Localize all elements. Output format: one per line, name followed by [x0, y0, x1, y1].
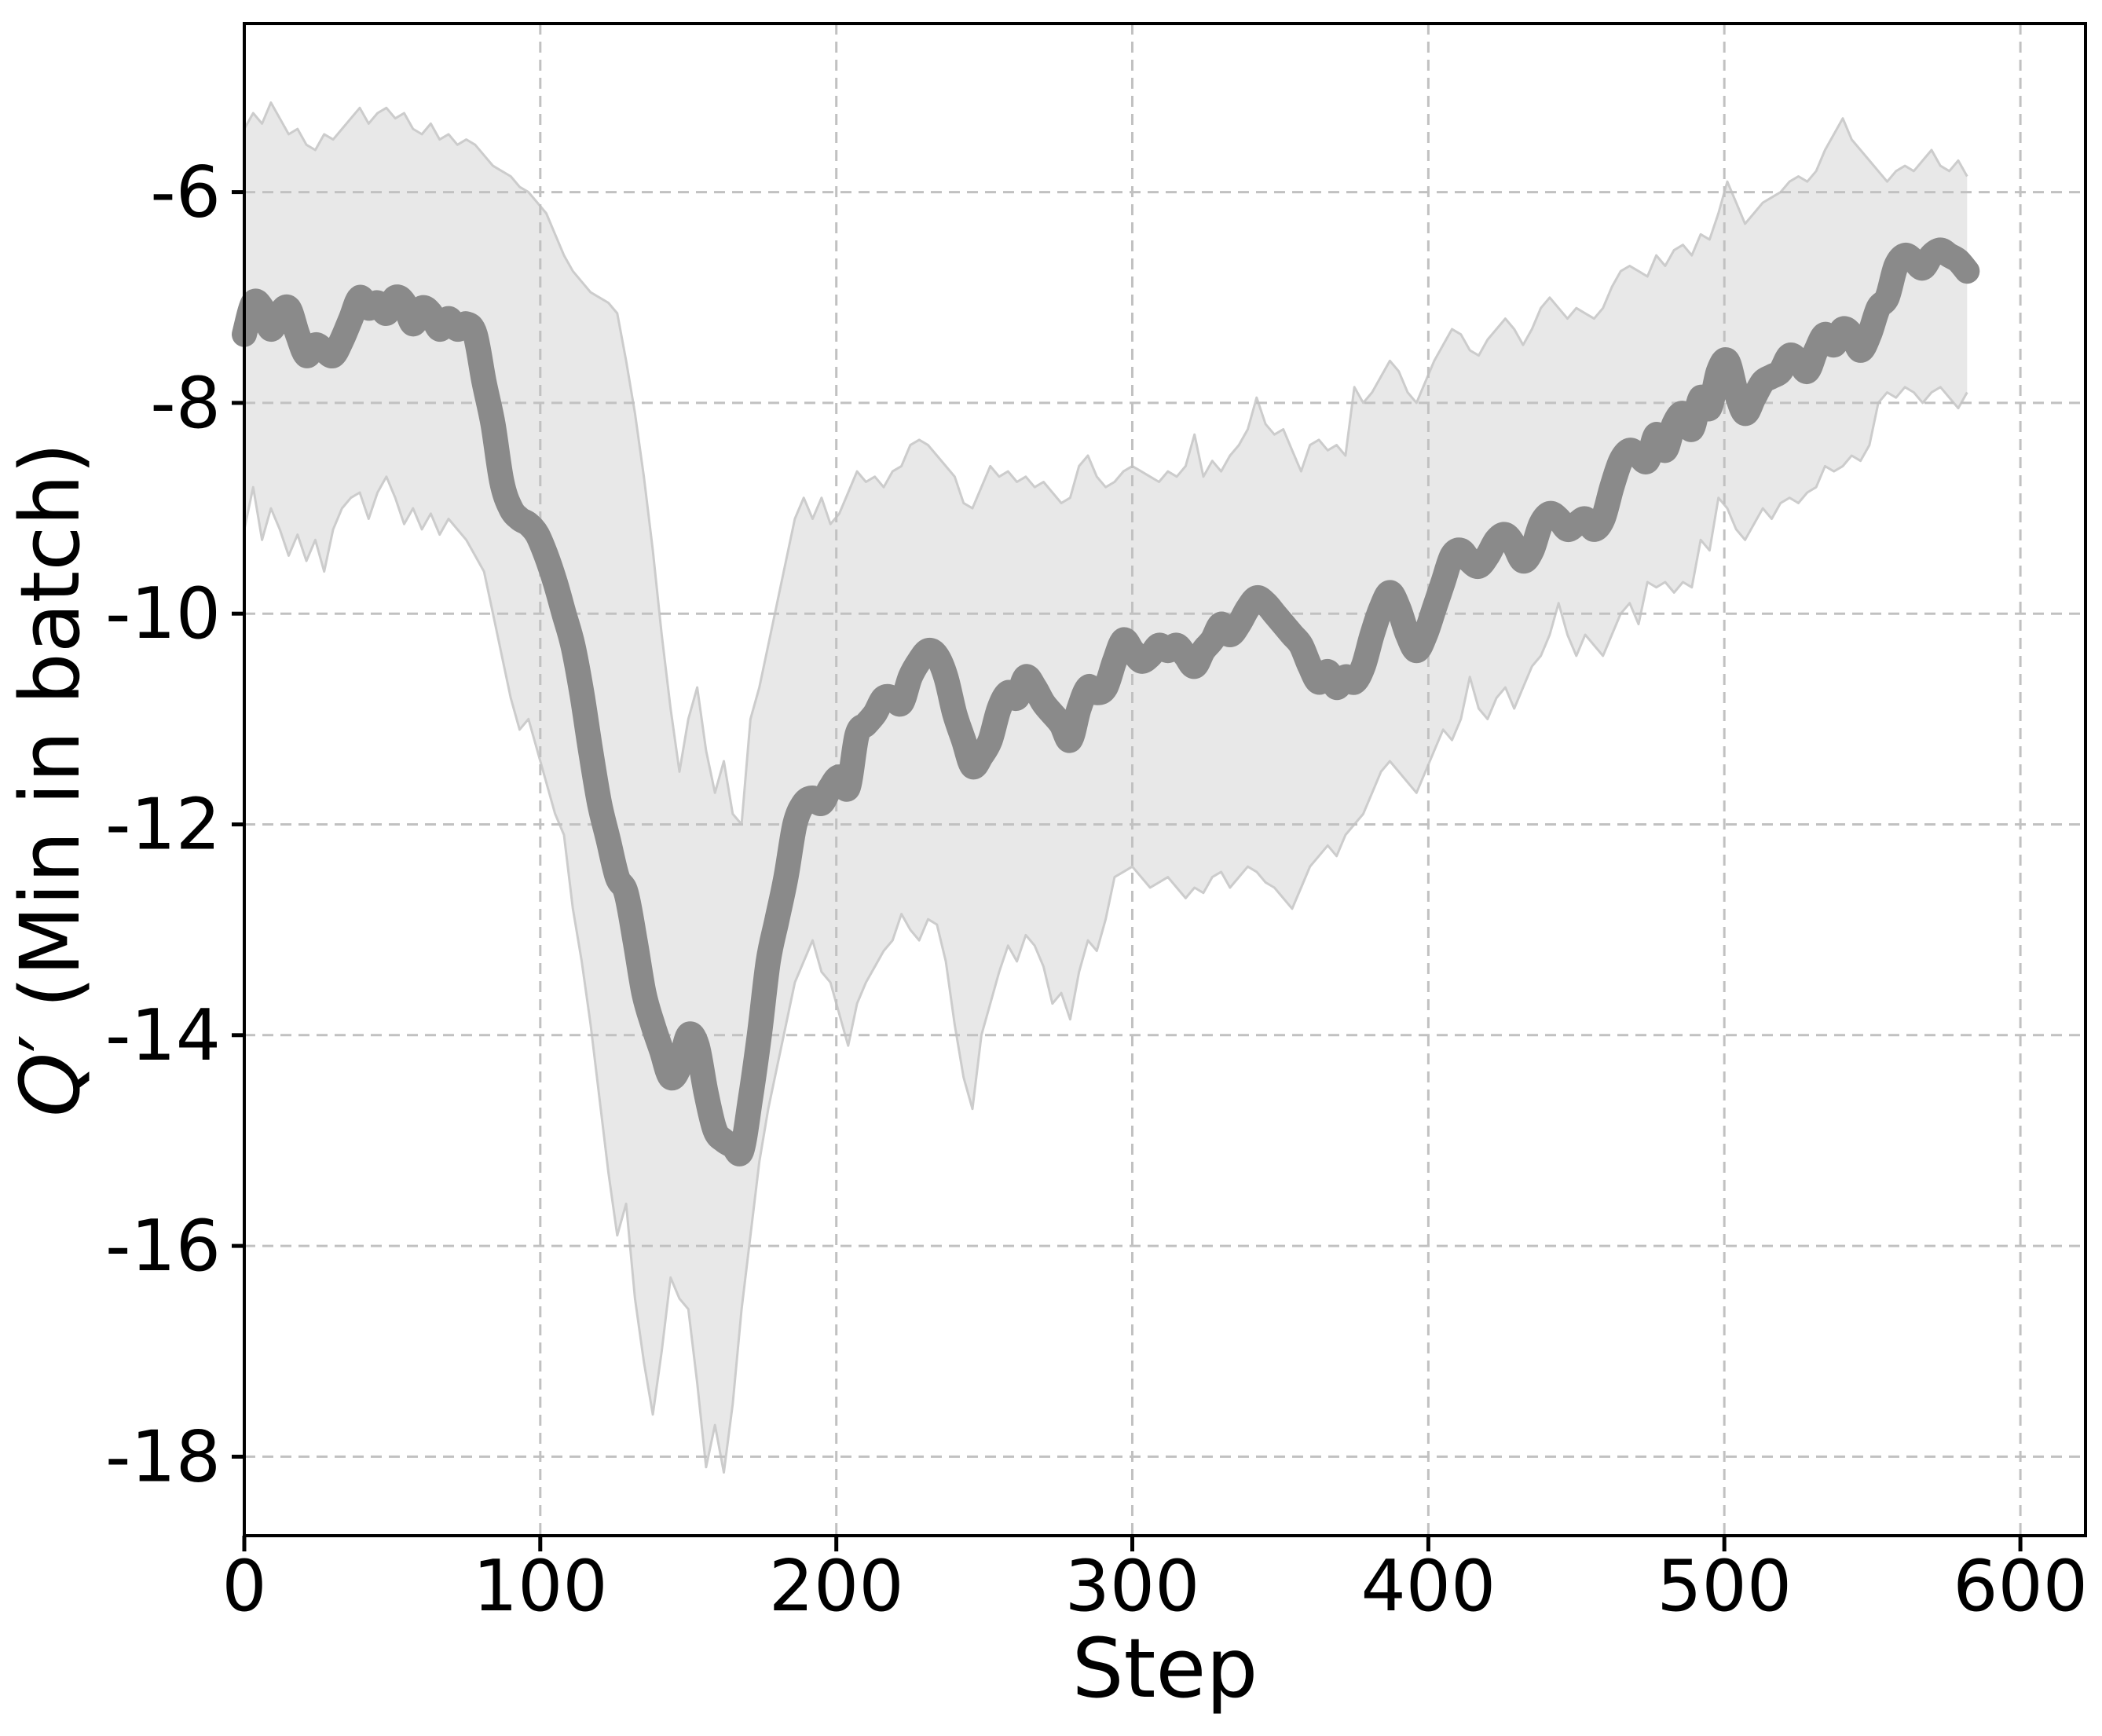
y-axis-tick-label: -16 — [105, 1205, 221, 1287]
confidence-band — [244, 102, 1968, 1473]
y-axis-title: Q′ (Min in batch) — [2, 442, 98, 1117]
y-axis-tick-label: -14 — [105, 994, 221, 1077]
x-axis-tick-label: 0 — [222, 1545, 266, 1628]
mean-line — [232, 237, 1980, 1166]
band-lower-edge — [243, 386, 1968, 1474]
x-axis-tick-label: 200 — [769, 1545, 904, 1628]
y-axis-tick-label: -8 — [150, 362, 221, 445]
x-axis-tick-label: 500 — [1657, 1545, 1792, 1628]
y-axis-tick-label: -12 — [105, 784, 221, 866]
y-axis-tick-label: -18 — [105, 1416, 221, 1498]
x-axis-tick-label: 100 — [473, 1545, 608, 1628]
x-axis-title: Step — [1072, 1621, 1258, 1716]
x-axis-tick-label: 400 — [1361, 1545, 1496, 1628]
band-upper-edge — [243, 101, 1968, 826]
tick-marks — [232, 190, 2023, 1551]
x-axis-tick-label: 300 — [1065, 1545, 1200, 1628]
axes-spines — [243, 22, 2087, 1537]
x-axis-tick-label: 600 — [1953, 1545, 2088, 1628]
y-axis-tick-label: -6 — [150, 152, 221, 234]
y-axis-tick-label: -10 — [105, 573, 221, 655]
